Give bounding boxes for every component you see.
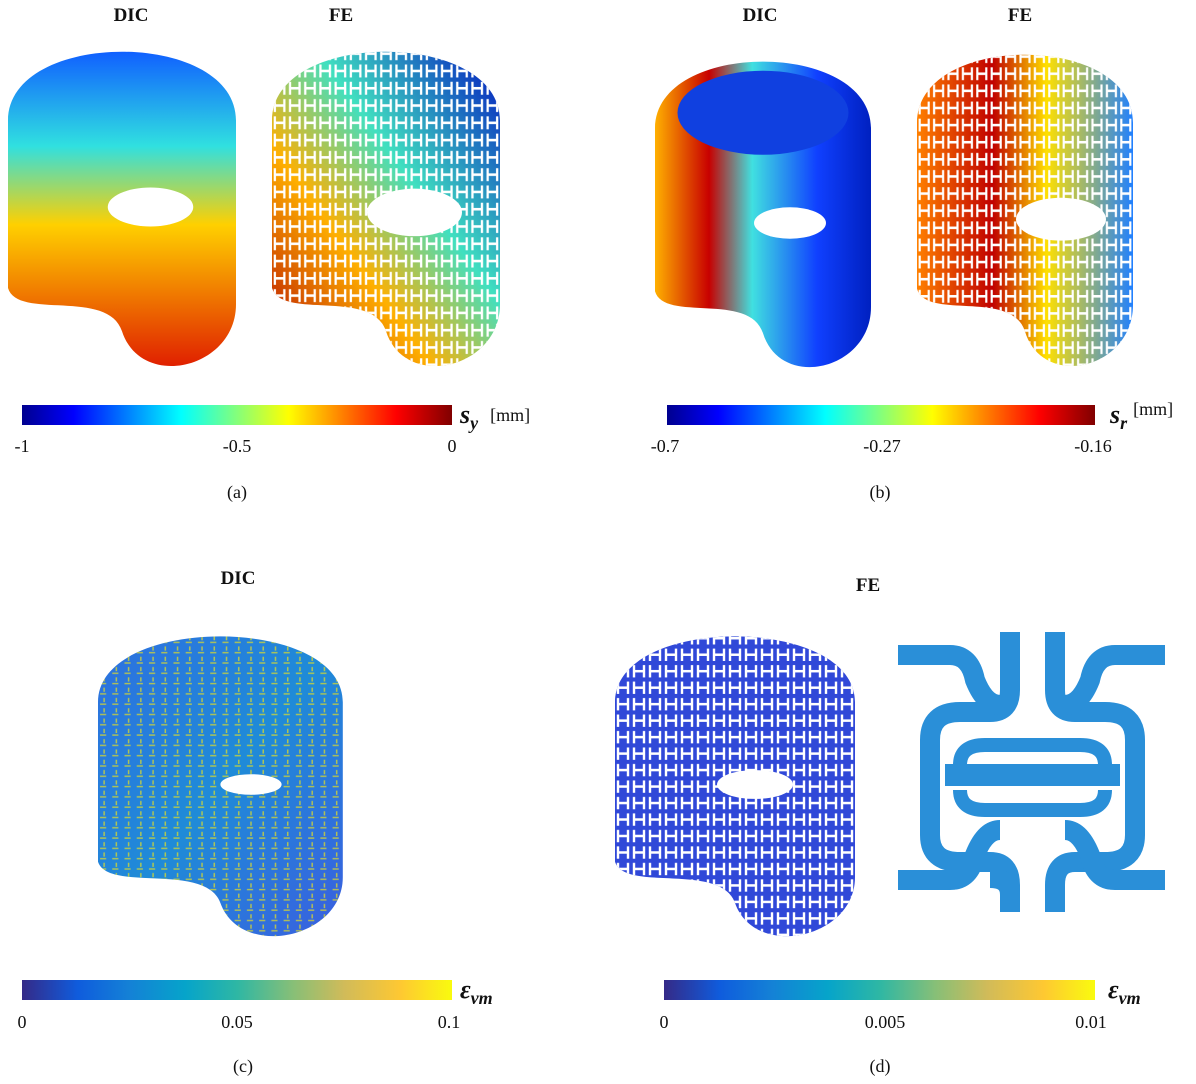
panel-d: FE εvm 0 0.005 0.01 (d) <box>615 575 1165 1077</box>
caption: (c) <box>233 1056 253 1077</box>
caption: (b) <box>870 482 891 503</box>
fe-stent <box>272 52 500 366</box>
colorbar-tick: -0.5 <box>223 436 252 456</box>
colorbar-tick: 0 <box>448 436 457 456</box>
panel-title: FE <box>1008 5 1032 26</box>
panel-title: DIC <box>114 5 149 26</box>
page: Figure {"panels": [ {"titles": ["DIC", "… <box>0 0 1196 1079</box>
body: DIC FE sy[mm] -1 -0.5 0 (a) DIC FE <box>0 0 1196 1079</box>
colorbar-label: εvm <box>460 975 493 1008</box>
panel-title: FE <box>856 575 880 596</box>
colorbar <box>667 405 1095 425</box>
colorbar-tick: 0.01 <box>1075 1012 1107 1032</box>
colorbar-label: εvm <box>1108 975 1141 1008</box>
caption: (a) <box>227 482 247 503</box>
colorbar-tick: 0 <box>18 1012 27 1032</box>
colorbar-tick: 0 <box>660 1012 669 1032</box>
figure: DIC FE sy[mm] -1 -0.5 0 (a) DIC FE <box>0 0 1196 1079</box>
panel-c: DIC εvm 0 0.05 0.1 (c) <box>18 568 493 1077</box>
colorbar-tick: -1 <box>15 436 30 456</box>
unit-cell <box>898 632 1165 912</box>
panel-title: DIC <box>221 568 256 589</box>
panel-b: DIC FE sr[mm] -0.7 -0.27 -0.16 (b) <box>651 5 1173 503</box>
panel-title: FE <box>329 5 353 26</box>
colorbar-tick: -0.7 <box>651 436 680 456</box>
colorbar-tick: 0.1 <box>438 1012 461 1032</box>
panel-a: DIC FE sy[mm] -1 -0.5 0 (a) <box>8 5 530 503</box>
fe-stent <box>917 55 1133 366</box>
colorbar-tick: -0.27 <box>863 436 901 456</box>
dic-stent <box>98 636 343 936</box>
panel-title: DIC <box>743 5 778 26</box>
dic-stent <box>8 52 236 366</box>
caption: (d) <box>870 1056 891 1077</box>
colorbar <box>664 980 1095 1000</box>
colorbar-label: sy[mm] <box>459 400 530 433</box>
colorbar <box>22 980 452 1000</box>
dic-stent <box>655 62 871 368</box>
fe-stent <box>615 636 855 936</box>
colorbar-label: sr[mm] <box>1109 399 1173 433</box>
colorbar-tick: -0.16 <box>1074 436 1112 456</box>
colorbar <box>22 405 452 425</box>
colorbar-tick: 0.05 <box>221 1012 253 1032</box>
colorbar-tick: 0.005 <box>865 1012 906 1032</box>
